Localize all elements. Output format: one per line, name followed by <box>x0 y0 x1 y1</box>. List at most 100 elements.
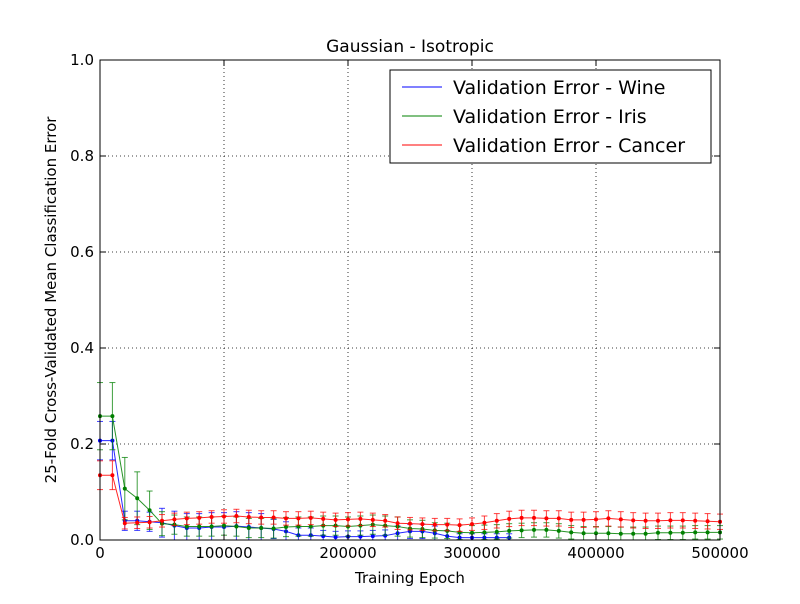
data-point-iris <box>606 531 611 536</box>
legend-label-cancer: Validation Error - Cancer <box>453 135 685 157</box>
series-layer <box>97 382 723 541</box>
data-point-cancer <box>358 516 363 521</box>
data-point-cancer <box>432 522 437 527</box>
data-point-iris <box>209 524 214 529</box>
data-point-cancer <box>668 518 673 523</box>
data-point-cancer <box>222 514 226 519</box>
data-point-cancer <box>556 516 561 521</box>
data-point-iris <box>643 531 648 536</box>
x-tick-label: 0 <box>95 544 105 562</box>
data-point-iris <box>259 526 264 530</box>
data-point-iris <box>569 530 574 535</box>
data-point-iris <box>135 496 140 501</box>
data-point-cancer <box>296 516 301 521</box>
data-point-cancer <box>184 516 189 521</box>
data-point-wine <box>370 534 375 539</box>
data-point-cancer <box>445 522 450 527</box>
legend-label-wine: Validation Error - Wine <box>453 77 666 99</box>
data-point-iris <box>494 529 499 534</box>
data-point-cancer <box>271 515 276 520</box>
y-tick-label: 0.8 <box>70 147 94 165</box>
legend-box <box>389 69 712 164</box>
data-point-cancer <box>643 518 648 523</box>
x-tick-label: 400000 <box>567 544 624 562</box>
x-tick-label: 100000 <box>195 544 252 562</box>
data-point-cancer <box>408 521 412 526</box>
data-point-cancer <box>160 518 164 523</box>
data-point-iris <box>618 531 623 536</box>
data-point-iris <box>482 530 487 535</box>
data-point-cancer <box>494 518 499 523</box>
x-tick-label: 500000 <box>691 544 748 562</box>
data-point-cancer <box>234 514 239 518</box>
data-point-cancer <box>581 517 586 522</box>
data-point-cancer <box>519 515 524 520</box>
data-point-cancer <box>544 516 549 521</box>
data-point-cancer <box>395 521 400 526</box>
data-point-iris <box>656 530 660 535</box>
data-point-cancer <box>420 522 425 527</box>
chart-title: Gaussian - Isotropic <box>326 37 494 57</box>
legend-label-iris: Validation Error - Iris <box>453 106 647 128</box>
data-point-iris <box>284 525 288 530</box>
data-point-cancer <box>507 516 512 521</box>
data-point-cancer <box>122 521 127 526</box>
data-point-iris <box>544 527 549 532</box>
y-tick-label: 0.2 <box>70 435 94 453</box>
data-point-iris <box>668 530 673 535</box>
y-tick-label: 0.6 <box>70 243 94 261</box>
data-point-cancer <box>333 517 338 522</box>
data-point-cancer <box>693 518 698 523</box>
data-point-cancer <box>308 515 313 520</box>
data-point-wine <box>333 535 338 540</box>
data-point-cancer <box>370 517 375 522</box>
data-point-cancer <box>383 518 388 523</box>
data-point-iris <box>519 528 524 533</box>
y-axis-label: 25-Fold Cross-Validated Mean Classificat… <box>42 116 60 484</box>
data-point-cancer <box>135 520 140 525</box>
x-axis-label: Training Epoch <box>354 569 465 587</box>
data-point-iris <box>470 530 474 535</box>
data-point-cancer <box>259 515 264 520</box>
data-point-iris <box>556 528 561 533</box>
data-point-iris <box>197 524 202 529</box>
data-point-iris <box>122 486 127 491</box>
data-point-iris <box>184 524 189 529</box>
data-point-cancer <box>482 520 487 525</box>
data-point-iris <box>705 530 710 535</box>
data-point-cancer <box>569 517 574 522</box>
data-point-iris <box>507 528 512 533</box>
data-point-cancer <box>246 514 251 519</box>
data-point-cancer <box>705 519 710 524</box>
data-point-cancer <box>656 518 660 523</box>
y-tick-label: 0.0 <box>70 531 94 549</box>
data-point-cancer <box>110 473 115 478</box>
y-tick-label: 1.0 <box>70 51 94 69</box>
data-point-iris <box>581 531 586 536</box>
data-point-iris <box>308 524 313 529</box>
data-point-iris <box>631 531 636 536</box>
data-point-iris <box>246 526 251 530</box>
series-cancer <box>97 460 723 532</box>
data-point-iris <box>234 524 239 529</box>
data-point-cancer <box>209 514 214 519</box>
data-point-cancer <box>606 516 611 521</box>
data-point-cancer <box>631 518 636 523</box>
legend: Validation Error - Wine Validation Error … <box>389 69 712 164</box>
data-point-cancer <box>470 522 474 527</box>
data-point-cancer <box>284 516 288 521</box>
data-point-iris <box>271 526 276 531</box>
data-point-iris <box>110 414 115 419</box>
data-point-iris <box>693 530 698 535</box>
data-point-iris <box>147 508 152 513</box>
data-point-iris <box>594 531 598 536</box>
data-point-cancer <box>594 517 598 522</box>
data-point-iris <box>532 527 536 532</box>
tick-layer: 0 100000 200000 300000 400000 500000 0.0 0.2 0.4… <box>70 51 748 562</box>
data-point-cancer <box>346 517 350 522</box>
data-point-iris <box>680 530 685 535</box>
axes-frame <box>99 59 721 541</box>
data-point-cancer <box>147 520 152 525</box>
